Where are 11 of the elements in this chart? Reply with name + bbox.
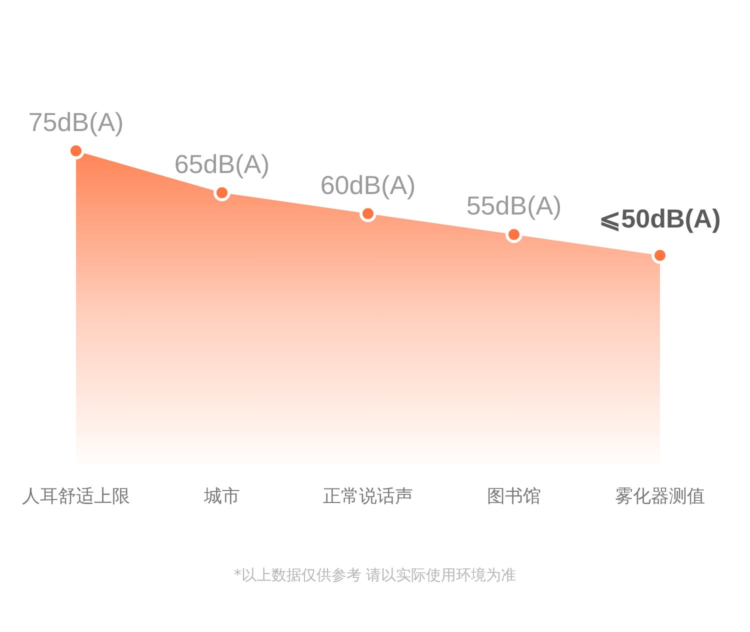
x-tick-label: 雾化器测值 [615,486,705,507]
data-label: 65dB(A) [174,148,270,179]
x-tick-label: 图书馆 [487,486,541,507]
data-label: ⩽50dB(A) [599,204,721,234]
x-tick-label: 正常说话声 [323,486,413,507]
x-tick-label: 人耳舒适上限 [22,486,130,507]
data-label: 75dB(A) [28,107,124,138]
x-tick-label: 城市 [203,486,240,507]
data-label: 60dB(A) [320,170,416,200]
data-label: 55dB(A) [466,190,562,221]
text: *以上数据仅供参考 请以实际使用环境为准 [232,566,518,585]
